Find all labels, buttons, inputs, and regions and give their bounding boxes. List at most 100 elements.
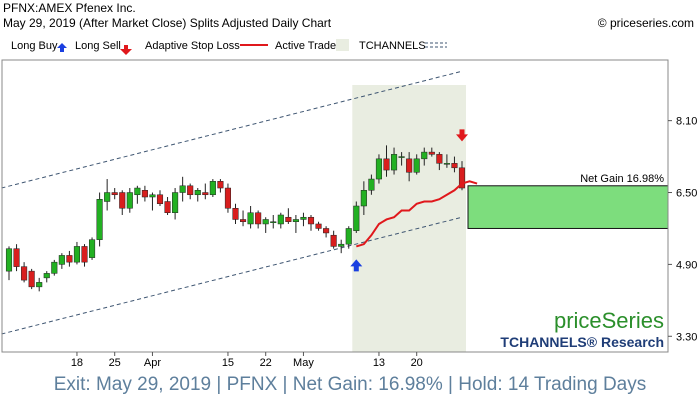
candle-body [421, 151, 428, 160]
legend-tchannels-label: TCHANNELS [359, 40, 426, 52]
candle-body [232, 207, 239, 220]
candle [119, 190, 126, 215]
x-tick-label: 18 [71, 357, 83, 369]
candle [51, 259, 58, 276]
candle-body [413, 158, 420, 173]
candle-body [368, 178, 375, 191]
candle [66, 250, 73, 267]
tchannel-lower [1, 216, 463, 335]
candle-body [285, 216, 292, 222]
candle [164, 197, 171, 215]
candle [179, 176, 186, 202]
candle [458, 161, 466, 191]
signals [350, 129, 468, 272]
y-axis: 3.30 4.90 6.50 8.10 [668, 116, 697, 343]
candle [428, 147, 435, 157]
candle [421, 147, 428, 166]
candle-body [255, 212, 262, 225]
price-chart: Long Buy Long Sell Adaptive Stop Loss Ac… [1, 39, 697, 369]
candle [443, 154, 450, 168]
candle-body [149, 194, 156, 198]
candle-body [104, 192, 111, 202]
candle [285, 208, 292, 224]
x-tick-label: Apr [144, 357, 161, 369]
candle [81, 244, 88, 267]
candle-body [21, 266, 28, 281]
candle [247, 206, 254, 229]
candle [224, 183, 231, 213]
candle-body [383, 158, 390, 171]
plot-border [1, 59, 669, 353]
candle [345, 226, 352, 249]
long-buy-signal-icon [350, 259, 363, 272]
candle-body [353, 205, 360, 231]
candle [126, 188, 133, 213]
candle-body [81, 246, 88, 263]
candle-body [134, 187, 141, 196]
candle-body [43, 273, 50, 279]
candle-body [28, 270, 35, 288]
candle [209, 179, 216, 198]
legend: Long Buy Long Sell Adaptive Stop Loss Ac… [11, 39, 447, 55]
candle-body [391, 154, 398, 171]
legend-adaptive-stop-label: Adaptive Stop Loss [145, 40, 240, 52]
candle [43, 271, 50, 283]
candle [300, 212, 307, 227]
tchannels [1, 70, 463, 335]
y-tick-label: 6.50 [676, 188, 697, 200]
x-axis: 18 25 Apr 15 22 May 13 20 [71, 352, 423, 369]
candle [368, 174, 375, 195]
candle-body [330, 234, 337, 247]
long-buy-arrow-icon [57, 43, 67, 52]
candle [36, 277, 43, 292]
candle-body [262, 219, 269, 225]
candle-body [194, 190, 201, 196]
candle-body [5, 248, 13, 272]
candle [194, 188, 201, 202]
candle-body [428, 151, 435, 155]
candle [398, 152, 405, 166]
net-gain-box [467, 185, 669, 229]
candle [28, 268, 35, 290]
candle [96, 192, 103, 247]
chart-subtitle: May 29, 2019 (After Market Close) Splits… [3, 16, 332, 30]
candle [323, 226, 330, 238]
x-tick-label: May [293, 357, 314, 369]
tchannel-upper [1, 70, 463, 189]
candle [406, 152, 413, 182]
candle-body [179, 185, 186, 193]
candle [217, 179, 224, 193]
candle [413, 154, 420, 175]
priceseries-logo: priceSeries [554, 308, 664, 333]
candle-body [458, 167, 466, 189]
candle-body [73, 246, 81, 263]
candle-body [436, 154, 443, 164]
candle [292, 214, 299, 233]
candle [232, 203, 239, 224]
candle [58, 253, 65, 269]
candle-body [36, 282, 43, 288]
candle-body [51, 261, 58, 274]
candle [436, 152, 443, 171]
candle-body [323, 228, 330, 234]
candle [5, 246, 13, 281]
candle-body [338, 243, 345, 247]
candle-body [345, 228, 352, 245]
y-tick-label: 8.10 [676, 116, 697, 128]
candle [149, 192, 156, 211]
candle-body [58, 255, 65, 265]
net-gain-label: Net Gain 16.98% [580, 173, 664, 185]
candle [262, 217, 269, 233]
candle-body [247, 212, 254, 225]
long-sell-arrow-icon [120, 45, 132, 55]
footer-summary: Exit: May 29, 2019 | PFNX | Net Gain: 16… [53, 374, 647, 395]
candle-body [187, 185, 194, 196]
candle-body [240, 219, 247, 222]
candle-body [164, 201, 171, 213]
candle [391, 147, 398, 175]
candle [111, 188, 118, 200]
candle-body [126, 192, 133, 209]
candle [330, 230, 337, 249]
candle [104, 179, 111, 211]
candle-body [209, 181, 216, 196]
